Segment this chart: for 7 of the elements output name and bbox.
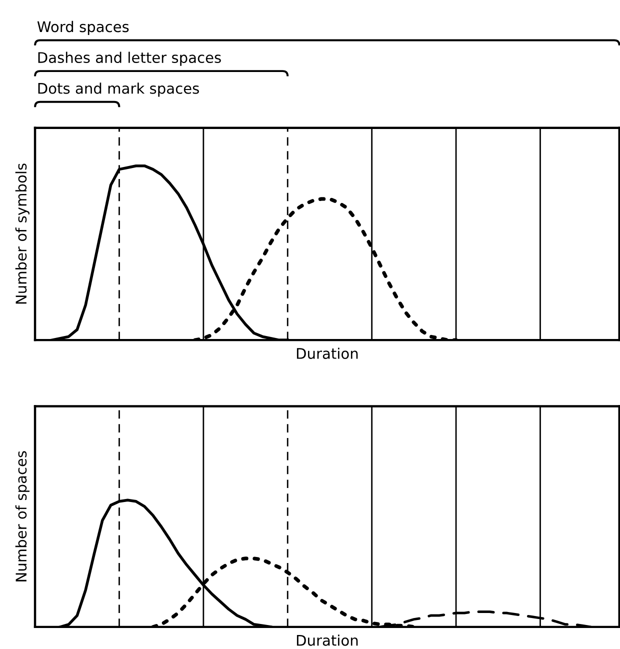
text: Dots and mark spaces bbox=[38, 82, 199, 97]
y-axis-title: Number of symbols bbox=[15, 164, 30, 304]
x-axis-title: Duration bbox=[296, 348, 358, 360]
x-axis-title: Duration bbox=[296, 634, 358, 646]
y-axis-title: Number of spaces bbox=[15, 451, 30, 582]
text: Dashes and letter spaces bbox=[38, 52, 221, 66]
text: Word spaces bbox=[37, 20, 129, 36]
